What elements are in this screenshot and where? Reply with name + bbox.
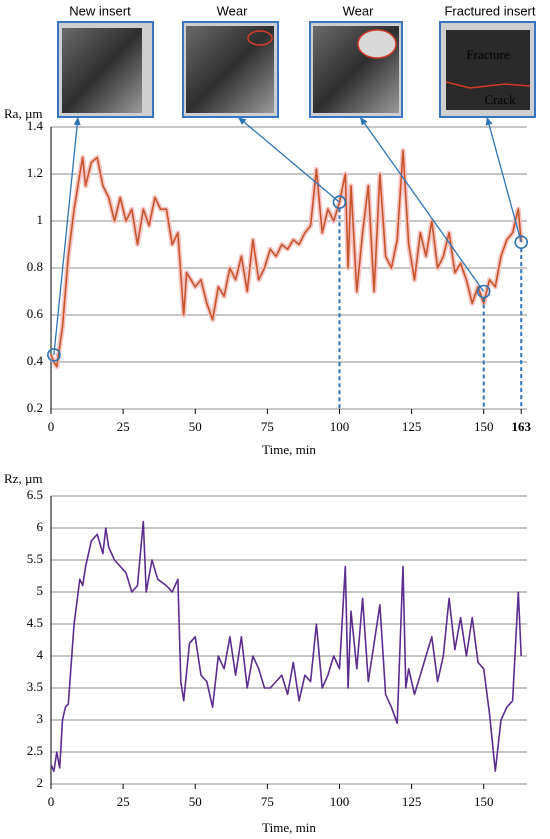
y-tick-label: 2 [37,775,44,790]
y-tick-label: 4.5 [27,615,43,630]
y-tick-label: 5.5 [27,551,43,566]
y-axis-label: Rz, µm [4,471,43,486]
x-tick-label: 75 [261,794,274,809]
inset-label: New insert [69,3,131,18]
arrow-head [73,117,81,126]
y-tick-label: 4 [37,647,44,662]
marker-circle [476,284,491,299]
annotation-arrow [53,116,79,356]
y-tick-label: 1.2 [27,165,43,180]
wear-mark [357,29,397,59]
y-tick-label: 6.5 [27,487,43,502]
x-tick-label: 75 [261,419,274,434]
chart: 0.2 0.4 0.6 0.8 1 1.2 1.4 0 25 50 75 100 125 150 163 Ra… [4,106,531,457]
x-tick-label: 0 [48,419,55,434]
insert-body [62,28,142,113]
y-tick-label: 6 [37,519,44,534]
x-tick-label: 50 [189,419,202,434]
y-tick-label: 0.4 [27,353,44,368]
annotation-arrow [486,116,522,243]
y-tick-label: 0.8 [27,259,43,274]
x-tick-label: 100 [330,794,350,809]
x-tick-label: 125 [402,419,422,434]
y-tick-label: 2.5 [27,743,43,758]
data-line [50,520,522,772]
arrow-head [360,117,368,126]
x-tick-label: 25 [117,419,130,434]
insets [57,21,536,118]
inset-text: Fracture [466,47,510,62]
inset-label: Wear [217,3,248,18]
x-tick-label: 0 [48,794,55,809]
insert-body [186,26,274,113]
wear-mark [247,30,273,46]
chart: 2 2.5 3 3.5 4 4.5 5 5.5 6 6.5 0 25 50 75 100 125 150 Rz, … [4,471,527,835]
x-tick-label: 150 [474,794,494,809]
y-tick-label: 0.6 [27,306,44,321]
y-tick-label: 1 [37,212,44,227]
crack-line [445,81,531,89]
marker-circle [514,235,529,249]
arrow-head [485,117,493,126]
annotation-arrow [359,116,485,292]
arrow-head [238,117,247,125]
line-halo [48,148,524,370]
insert-body [446,30,530,110]
inset-label: Wear [343,3,374,18]
marker-circle [332,195,347,209]
y-tick-label: 1.4 [27,118,44,133]
y-tick-label: 5 [37,583,44,598]
x-tick-label: 150 [474,419,494,434]
y-tick-label: 3.5 [27,679,43,694]
data-line [50,149,522,368]
annotation-arrow [237,116,340,203]
x-axis-label: Time, min [262,442,316,457]
x-tick-label: 100 [330,419,350,434]
x-tick-label: 163 [511,419,531,434]
x-tick-label: 125 [402,794,422,809]
x-tick-label: 25 [117,794,130,809]
marker-circle [47,348,61,362]
y-tick-label: 0.2 [27,400,43,415]
inset-text: Crack [484,92,516,107]
y-tick-label: 3 [37,711,44,726]
x-axis-label: Time, min [262,820,316,835]
inset-label: Fractured insert [444,3,535,18]
y-axis-label: Ra, µm [4,106,43,121]
x-tick-label: 50 [189,794,202,809]
